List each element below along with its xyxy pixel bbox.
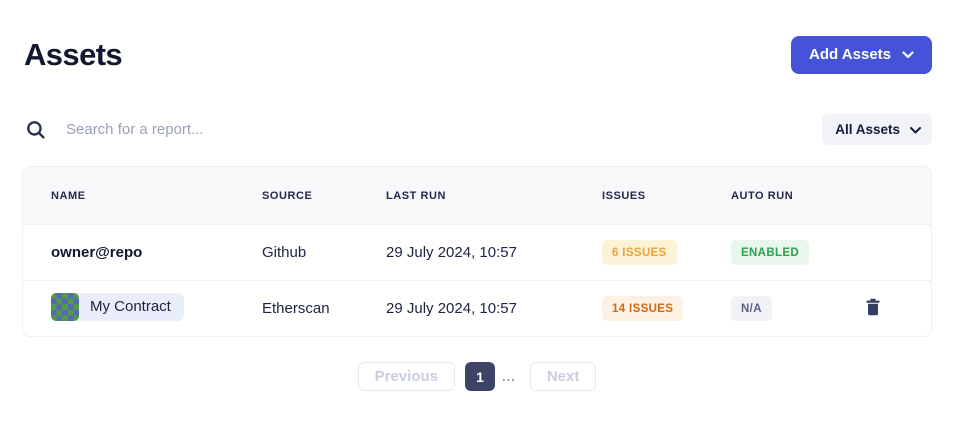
page-header: Assets Add Assets [22, 36, 932, 74]
table-row-my-contract[interactable]: My Contract Etherscan 29 July 2024, 10:5… [23, 280, 931, 336]
next-page-button[interactable]: Next [529, 362, 597, 391]
asset-source: Github [262, 244, 307, 261]
actions-cell [847, 298, 931, 320]
column-header-name: Name [51, 189, 86, 202]
asset-source: Etherscan [262, 300, 330, 317]
issues-cell: 14 ISSUES [602, 296, 731, 321]
asset-name: owner@repo [51, 244, 143, 261]
toolbar: All Assets [22, 114, 932, 145]
trash-icon [865, 298, 881, 319]
column-header-source: Source [262, 189, 313, 202]
blockies-identicon [51, 292, 79, 321]
asset-last-run: 29 July 2024, 10:57 [386, 244, 517, 261]
chevron-down-icon [902, 50, 914, 59]
column-header-issues: Issues [602, 189, 646, 202]
add-assets-label: Add Assets [809, 46, 891, 63]
delete-asset-button[interactable] [863, 298, 883, 319]
auto-run-cell: N/A [731, 296, 847, 321]
chevron-down-icon [910, 122, 921, 137]
auto-run-badge: ENABLED [731, 240, 810, 265]
asset-name-cell: My Contract [51, 292, 262, 325]
issues-badge: 14 ISSUES [602, 296, 684, 321]
auto-run-badge: N/A [731, 296, 772, 321]
pagination: Previous 1 ... Next [22, 362, 932, 391]
page-title: Assets [24, 37, 123, 72]
asset-last-run: 29 July 2024, 10:57 [386, 300, 517, 317]
assets-page: Assets Add Assets All Assets Name Source… [22, 36, 932, 391]
auto-run-cell: ENABLED [731, 240, 847, 265]
search-icon [26, 120, 46, 140]
asset-filter-label: All Assets [835, 122, 900, 137]
assets-table: Name Source Last run Issues Auto run own… [22, 166, 932, 337]
column-header-last-run: Last run [386, 189, 447, 202]
table-header-row: Name Source Last run Issues Auto run [23, 167, 931, 224]
current-page-button[interactable]: 1 [465, 362, 495, 391]
table-row-owner-repo[interactable]: owner@repo Github 29 July 2024, 10:57 6 … [23, 224, 931, 280]
column-header-auto-run: Auto run [731, 189, 794, 202]
search-input[interactable] [66, 121, 807, 138]
contract-chip[interactable]: My Contract [51, 292, 184, 321]
asset-name: My Contract [90, 298, 171, 315]
previous-page-button[interactable]: Previous [357, 362, 455, 391]
issues-badge: 6 ISSUES [602, 240, 677, 265]
asset-filter-dropdown[interactable]: All Assets [822, 114, 932, 145]
add-assets-button[interactable]: Add Assets [791, 36, 932, 74]
pagination-ellipsis: ... [502, 369, 516, 384]
issues-cell: 6 ISSUES [602, 240, 731, 265]
